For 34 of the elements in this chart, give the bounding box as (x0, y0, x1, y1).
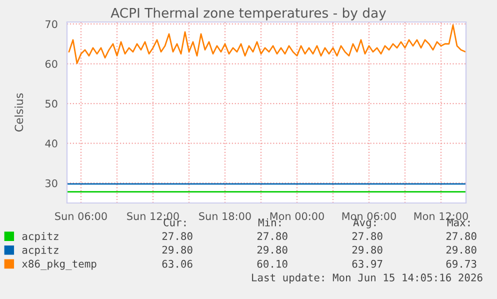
chart-title: ACPI Thermal zone temperatures - by day (110, 8, 386, 20)
y-tick-label: 40 (45, 140, 58, 148)
text: 29.80 (352, 246, 382, 254)
text: Avg: (353, 218, 376, 228)
text: Min: (258, 218, 281, 226)
text: Cur: (164, 218, 186, 226)
text: 60.10 (257, 260, 288, 268)
text: Last update: Mon Jun 15 14:05:16 2026 (252, 273, 482, 284)
legend-label: acpitz (22, 246, 58, 256)
text: Max: (447, 218, 470, 226)
text: 29.80 (162, 246, 192, 254)
x-tick-label: Sun 18:00 (199, 212, 251, 220)
legend-label: x86_pkg_temp (22, 260, 96, 270)
y-tick-label: 70 (46, 20, 58, 28)
y-tick-label: 50 (46, 100, 58, 108)
x-tick-label: Sun 06:00 (55, 212, 107, 220)
text: 27.80 (352, 232, 382, 240)
text: 27.80 (446, 232, 476, 240)
legend-label: acpitz (22, 232, 58, 242)
x-tick-label: Mon 00:00 (270, 212, 324, 220)
y-axis-title: Celsius (14, 93, 24, 132)
text: 27.80 (162, 232, 192, 240)
line-series (68, 24, 466, 64)
text: 29.80 (446, 246, 476, 254)
x-tick-label: Mon 06:00 (342, 212, 396, 220)
y-tick-label: 60 (45, 60, 58, 68)
y-tick-label: 30 (46, 179, 58, 188)
text: 27.80 (257, 232, 288, 240)
text: 63.06 (162, 260, 192, 268)
text: 63.97 (352, 260, 382, 268)
x-tick-label: Sun 12:00 (127, 212, 179, 220)
x-tick-label: Mon 12:00 (414, 212, 468, 220)
text: 29.80 (257, 246, 288, 254)
text: 69.73 (446, 260, 476, 268)
